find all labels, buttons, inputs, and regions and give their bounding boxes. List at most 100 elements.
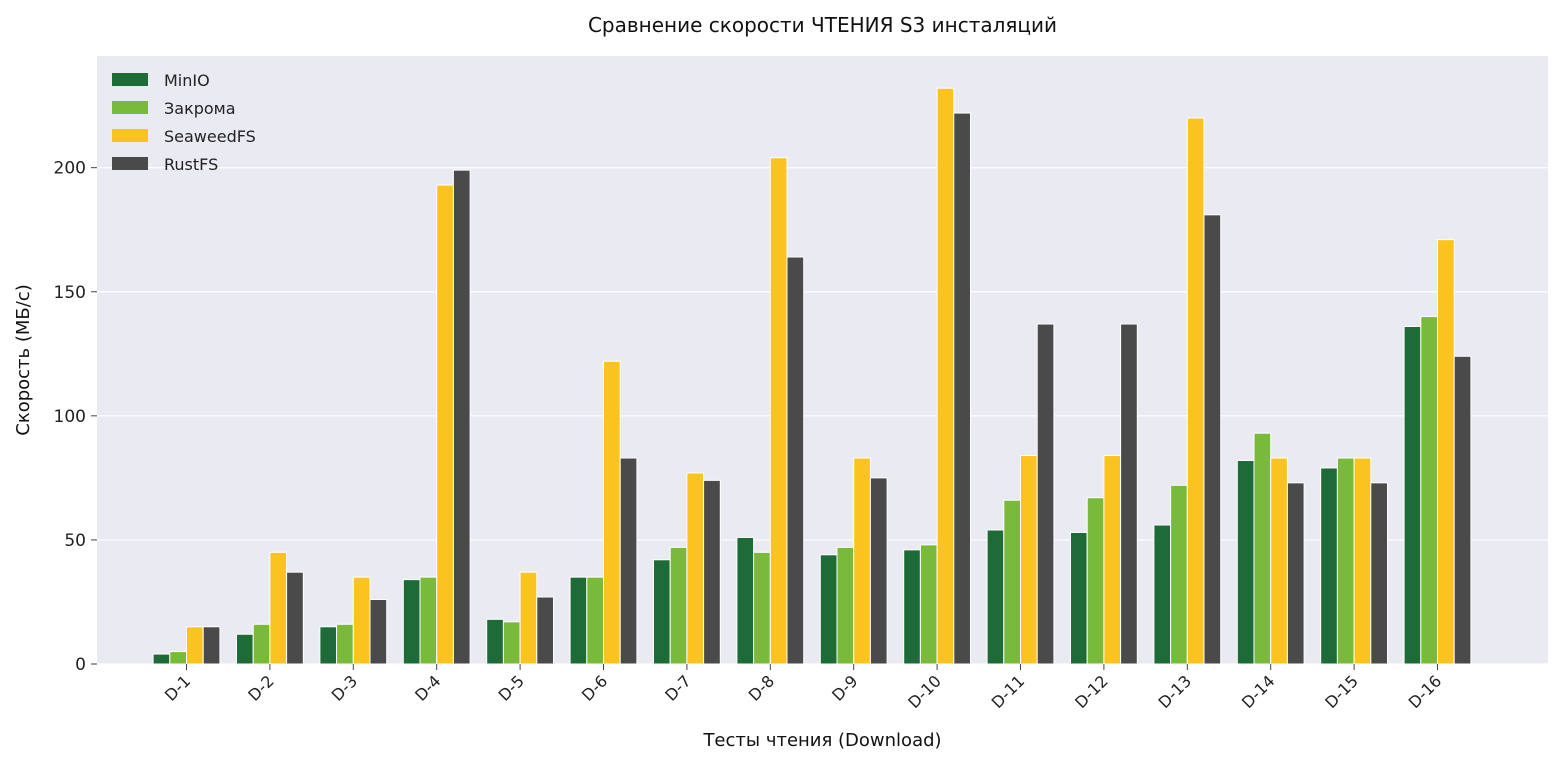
bar-minio-d-12 <box>1070 531 1088 665</box>
bar-seaweedfs-d-8 <box>769 157 788 665</box>
y-tick-label: 200 <box>54 159 86 179</box>
y-tick-label: 100 <box>54 407 86 427</box>
bar-minio-d-16 <box>1403 325 1422 665</box>
bars <box>152 87 1472 665</box>
bar-minio-d-4 <box>402 579 421 665</box>
legend-label: RustFS <box>164 155 218 174</box>
bar-seaweedfs-d-10 <box>936 87 955 665</box>
bar-закрома-d-13 <box>1170 484 1188 665</box>
bar-rustfs-d-16 <box>1453 355 1472 665</box>
bar-seaweedfs-d-11 <box>1020 455 1038 665</box>
bar-закрома-d-14 <box>1253 432 1272 665</box>
bar-seaweedfs-d-3 <box>352 576 371 665</box>
bar-minio-d-2 <box>236 633 254 665</box>
bar-rustfs-d-3 <box>369 598 388 665</box>
bar-закрома-d-3 <box>336 623 354 665</box>
bar-seaweedfs-d-9 <box>853 457 871 665</box>
x-tick-label: D-12 <box>1071 671 1112 712</box>
bar-закрома-d-6 <box>586 576 604 665</box>
bar-minio-d-1 <box>152 653 171 665</box>
bar-rustfs-d-2 <box>286 571 304 665</box>
bar-seaweedfs-d-1 <box>186 626 204 665</box>
legend-label: MinIO <box>164 71 210 90</box>
bar-minio-d-3 <box>319 626 338 665</box>
bar-закрома-d-1 <box>169 651 188 665</box>
x-tick-label: D-4 <box>411 671 444 704</box>
bar-minio-d-13 <box>1153 524 1172 665</box>
bar-закрома-d-5 <box>502 621 521 665</box>
x-axis-ticks: D-1 D-2 D-3 D-4 D-5 D-6 D-7 D-8 D-9 D-10 D-11 D-12 D… <box>161 664 1445 712</box>
legend-swatch <box>112 129 148 142</box>
bar-закрома-d-9 <box>836 546 855 665</box>
bar-minio-d-10 <box>903 549 921 665</box>
bar-rustfs-d-5 <box>536 596 554 665</box>
bar-закрома-d-10 <box>919 544 938 665</box>
bar-rustfs-d-4 <box>452 169 471 665</box>
y-tick-label: 50 <box>64 531 86 551</box>
bar-rustfs-d-1 <box>202 626 221 665</box>
legend: MinIO Закрома SeaweedFS RustFS <box>112 71 256 174</box>
bar-seaweedfs-d-12 <box>1103 455 1122 665</box>
legend-label: Закрома <box>164 99 236 118</box>
bar-minio-d-9 <box>819 554 838 665</box>
bar-seaweedfs-d-6 <box>603 360 621 665</box>
x-tick-label: D-9 <box>828 671 861 704</box>
x-tick-label: D-3 <box>328 671 361 704</box>
y-axis-title: Скорость (МБ/с) <box>13 284 34 436</box>
x-tick-label: D-7 <box>661 671 694 704</box>
bar-rustfs-d-14 <box>1286 482 1305 665</box>
x-tick-label: D-16 <box>1405 671 1446 712</box>
x-tick-label: D-14 <box>1238 671 1279 712</box>
legend-label: SeaweedFS <box>164 127 256 146</box>
x-tick-label: D-11 <box>988 671 1029 712</box>
bar-minio-d-8 <box>736 536 755 665</box>
bar-minio-d-6 <box>569 576 588 665</box>
bar-закрома-d-12 <box>1086 497 1105 665</box>
chart-title: Сравнение скорости ЧТЕНИЯ S3 инсталяций <box>588 13 1057 37</box>
bar-rustfs-d-7 <box>703 479 721 665</box>
bar-rustfs-d-13 <box>1203 214 1222 665</box>
x-tick-label: D-13 <box>1155 671 1196 712</box>
bar-minio-d-11 <box>986 529 1005 665</box>
bar-rustfs-d-9 <box>869 477 888 665</box>
bar-seaweedfs-d-4 <box>436 184 454 665</box>
bar-rustfs-d-8 <box>786 256 805 665</box>
bar-закрома-d-7 <box>669 546 688 665</box>
bar-seaweedfs-d-2 <box>269 551 288 665</box>
y-tick-label: 150 <box>54 283 86 303</box>
bar-закрома-d-11 <box>1003 499 1021 665</box>
x-tick-label: D-1 <box>161 671 194 704</box>
bar-minio-d-14 <box>1236 460 1255 665</box>
legend-swatch <box>112 157 148 170</box>
bar-minio-d-5 <box>486 618 504 665</box>
bar-rustfs-d-12 <box>1120 323 1138 665</box>
x-tick-label: D-10 <box>904 671 945 712</box>
y-tick-label: 0 <box>75 655 86 675</box>
x-tick-label: D-2 <box>244 671 277 704</box>
bar-seaweedfs-d-16 <box>1437 239 1455 665</box>
bar-закрома-d-15 <box>1336 457 1355 665</box>
x-axis-title: Тесты чтения (Download) <box>702 730 941 751</box>
bar-закрома-d-2 <box>252 623 271 665</box>
bar-seaweedfs-d-13 <box>1186 117 1205 665</box>
bar-закрома-d-4 <box>419 576 438 665</box>
bar-rustfs-d-10 <box>953 112 971 665</box>
x-tick-label: D-8 <box>745 671 778 704</box>
legend-swatch <box>112 101 148 114</box>
bar-minio-d-7 <box>653 559 671 665</box>
y-axis-ticks: 0 50 100 150 200 <box>54 159 97 675</box>
bar-rustfs-d-11 <box>1036 323 1055 665</box>
x-tick-label: D-5 <box>494 671 527 704</box>
bar-закрома-d-8 <box>753 551 771 665</box>
bar-rustfs-d-6 <box>619 457 638 665</box>
x-tick-label: D-6 <box>578 671 611 704</box>
x-tick-label: D-15 <box>1321 671 1362 712</box>
bar-seaweedfs-d-14 <box>1270 457 1288 665</box>
bar-seaweedfs-d-7 <box>686 472 705 665</box>
bar-seaweedfs-d-5 <box>519 571 538 665</box>
bar-закрома-d-16 <box>1420 316 1439 665</box>
bar-rustfs-d-15 <box>1370 482 1389 665</box>
bar-seaweedfs-d-15 <box>1353 457 1372 665</box>
